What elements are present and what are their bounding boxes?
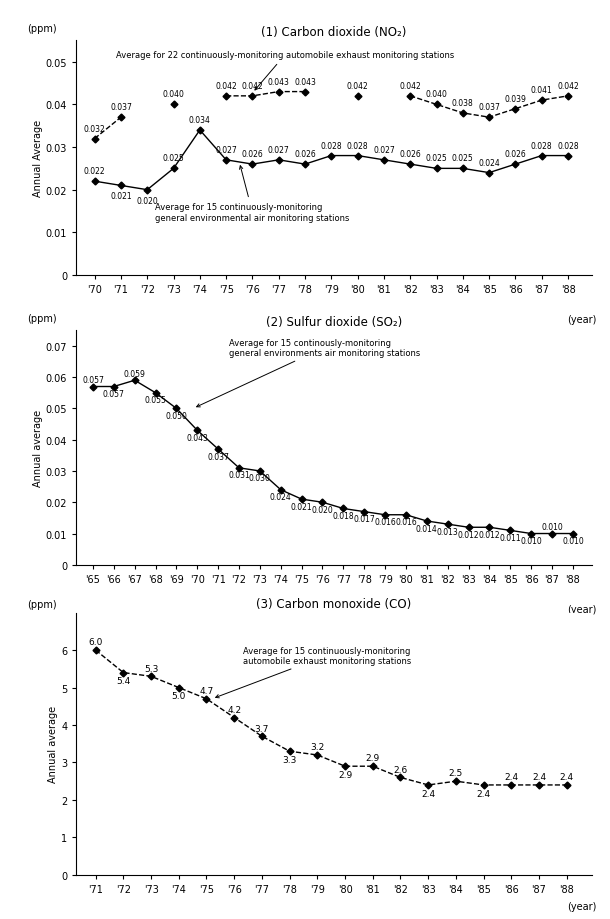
Text: 5.3: 5.3 — [144, 664, 158, 673]
Text: 2.4: 2.4 — [532, 772, 546, 781]
Text: 0.020: 0.020 — [312, 505, 334, 515]
Text: 2.5: 2.5 — [449, 768, 463, 777]
Text: 0.028: 0.028 — [531, 142, 553, 151]
Text: 0.026: 0.026 — [294, 150, 316, 159]
Text: 0.025: 0.025 — [163, 154, 184, 164]
Text: 3.2: 3.2 — [310, 743, 325, 752]
Y-axis label: Annual average: Annual average — [48, 706, 58, 782]
Text: 0.043: 0.043 — [294, 77, 316, 86]
Text: Average for 15 continuously-monitoring
automobile exhaust monitoring stations: Average for 15 continuously-monitoring a… — [216, 646, 411, 698]
Text: 5.4: 5.4 — [117, 676, 131, 686]
Text: 0.030: 0.030 — [249, 474, 271, 483]
Text: 2.4: 2.4 — [476, 789, 490, 798]
Text: (ppm): (ppm) — [27, 600, 57, 609]
Text: Average for 15 continously-monitoring
general environments air monitoring statio: Average for 15 continously-monitoring ge… — [196, 338, 420, 407]
Text: 4.7: 4.7 — [199, 686, 213, 696]
Text: 0.032: 0.032 — [84, 124, 106, 133]
Text: 0.021: 0.021 — [291, 502, 312, 511]
Text: 3.3: 3.3 — [282, 755, 297, 764]
Text: 0.043: 0.043 — [268, 77, 290, 86]
Text: 0.010: 0.010 — [562, 537, 584, 546]
Text: 0.042: 0.042 — [346, 82, 368, 91]
Text: 3.7: 3.7 — [255, 724, 269, 732]
Text: 0.037: 0.037 — [478, 103, 500, 112]
Text: 0.011: 0.011 — [500, 533, 521, 542]
Text: 0.037: 0.037 — [110, 103, 132, 112]
Text: (year): (year) — [567, 604, 597, 614]
Text: 2.9: 2.9 — [338, 770, 352, 779]
Text: 0.027: 0.027 — [268, 146, 290, 154]
Text: Average for 22 continuously-monitoring automobile exhaust monitoring stations: Average for 22 continuously-monitoring a… — [116, 51, 454, 91]
Text: 0.027: 0.027 — [215, 146, 237, 154]
Text: 0.028: 0.028 — [347, 142, 368, 151]
Text: Average for 15 continuously-monitoring
general environmental air monitoring stat: Average for 15 continuously-monitoring g… — [155, 166, 350, 222]
Title: (1) Carbon dioxide (NO₂): (1) Carbon dioxide (NO₂) — [261, 26, 407, 39]
Text: 0.057: 0.057 — [103, 390, 125, 399]
Title: (2) Sulfur dioxide (SO₂): (2) Sulfur dioxide (SO₂) — [266, 315, 402, 328]
Text: 0.017: 0.017 — [353, 515, 375, 524]
Text: 0.042: 0.042 — [557, 82, 579, 91]
Text: 0.026: 0.026 — [242, 150, 264, 159]
Text: 0.028: 0.028 — [557, 142, 579, 151]
Text: 0.028: 0.028 — [320, 142, 342, 151]
Text: 0.027: 0.027 — [373, 146, 395, 154]
Text: 0.013: 0.013 — [437, 528, 459, 536]
Text: 0.022: 0.022 — [84, 167, 106, 176]
Text: 0.031: 0.031 — [228, 471, 250, 480]
Text: 0.043: 0.043 — [186, 434, 208, 442]
Text: 0.020: 0.020 — [137, 197, 158, 206]
Text: 0.040: 0.040 — [426, 90, 448, 99]
Text: (ppm): (ppm) — [27, 24, 57, 34]
Text: 0.016: 0.016 — [395, 517, 417, 527]
Text: 0.037: 0.037 — [207, 452, 229, 461]
Text: (ppm): (ppm) — [27, 313, 57, 323]
Text: 0.021: 0.021 — [110, 192, 132, 201]
Text: 0.026: 0.026 — [400, 150, 421, 159]
Text: 0.010: 0.010 — [520, 537, 542, 546]
Text: 0.012: 0.012 — [479, 530, 500, 539]
Text: 0.012: 0.012 — [458, 530, 479, 539]
Text: 0.010: 0.010 — [541, 522, 563, 531]
Text: 2.4: 2.4 — [560, 772, 574, 781]
Text: 0.042: 0.042 — [400, 82, 421, 91]
Text: 0.016: 0.016 — [374, 517, 396, 527]
Text: 0.014: 0.014 — [416, 524, 438, 533]
Text: 6.0: 6.0 — [88, 638, 103, 647]
Text: 0.039: 0.039 — [504, 95, 526, 104]
Text: 0.025: 0.025 — [452, 154, 474, 164]
Text: 0.038: 0.038 — [452, 99, 474, 108]
Text: 2.6: 2.6 — [393, 765, 407, 774]
Y-axis label: Annual average: Annual average — [33, 410, 43, 486]
Text: 0.041: 0.041 — [531, 86, 553, 95]
Text: 0.042: 0.042 — [215, 82, 237, 91]
Text: 0.059: 0.059 — [124, 369, 146, 379]
Text: 0.024: 0.024 — [270, 493, 292, 502]
Text: 0.040: 0.040 — [163, 90, 184, 99]
Text: (year): (year) — [567, 314, 597, 324]
Text: 0.026: 0.026 — [504, 150, 526, 159]
Text: 2.9: 2.9 — [365, 754, 380, 763]
Text: 0.018: 0.018 — [332, 512, 354, 520]
Text: 0.025: 0.025 — [426, 154, 447, 164]
Text: 0.024: 0.024 — [478, 158, 500, 167]
Text: 0.034: 0.034 — [189, 116, 211, 125]
Y-axis label: Annual Average: Annual Average — [33, 120, 43, 197]
Text: 2.4: 2.4 — [504, 772, 518, 781]
Title: (3) Carbon monoxide (CO): (3) Carbon monoxide (CO) — [256, 597, 412, 610]
Text: 2.4: 2.4 — [421, 789, 436, 798]
Text: 0.055: 0.055 — [145, 396, 167, 405]
Text: (year): (year) — [567, 901, 597, 911]
Text: 0.042: 0.042 — [242, 82, 264, 91]
Text: 5.0: 5.0 — [171, 691, 186, 700]
Text: 0.057: 0.057 — [82, 376, 104, 384]
Text: 4.2: 4.2 — [227, 705, 242, 714]
Text: 0.050: 0.050 — [165, 412, 187, 421]
